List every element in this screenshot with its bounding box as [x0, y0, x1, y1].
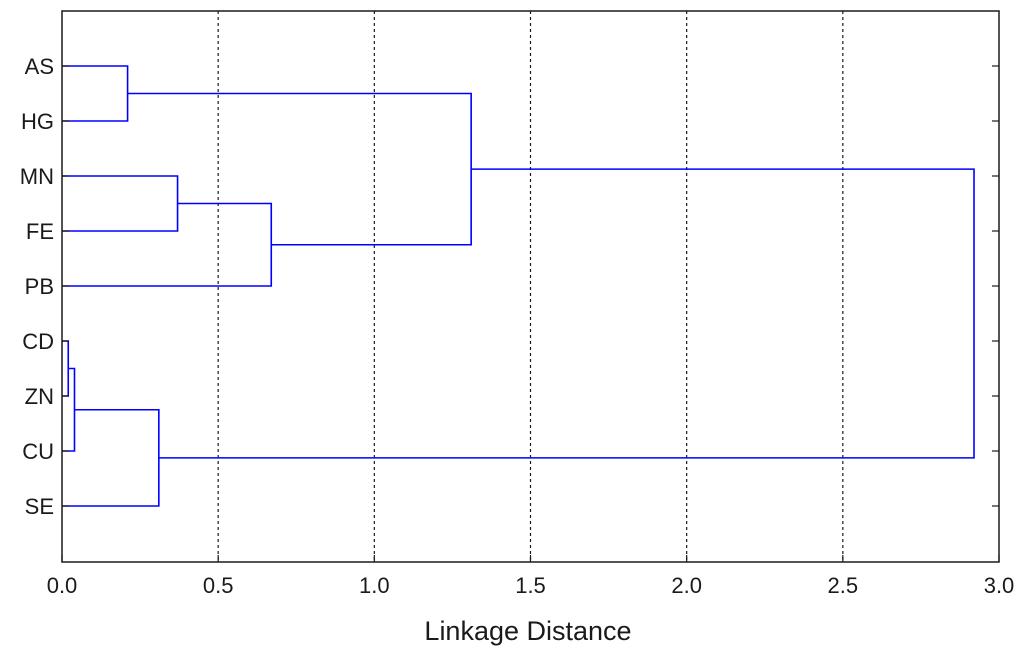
link-cd-zn	[62, 340, 70, 397]
link-mn-fe	[62, 175, 179, 232]
x-tick-label: 0.0	[47, 573, 78, 598]
dendrogram-links	[62, 65, 975, 507]
leaf-label-cu: CU	[22, 439, 54, 464]
leaf-labels: AS HG MN FE PB CD ZN CU SE	[20, 54, 54, 519]
grid-lines	[217, 11, 844, 562]
link-cd-zn-cu-se	[62, 408, 160, 507]
link-as-hg-mn-fe-pb	[127, 92, 472, 246]
x-tick-label: 3.0	[984, 573, 1015, 598]
axis-ticks: 0.0 0.5 1.0 1.5 2.0 2.5 3.0	[47, 65, 1015, 598]
leaf-label-zn: ZN	[25, 384, 54, 409]
leaf-label-hg: HG	[21, 109, 54, 134]
leaf-label-fe: FE	[26, 219, 54, 244]
link-as-hg-mn-fe-pb-cd-zn-cu-se	[158, 168, 975, 459]
x-tick-label: 0.5	[203, 573, 234, 598]
leaf-label-as: AS	[25, 54, 54, 79]
x-tick-label: 1.0	[359, 573, 390, 598]
leaf-label-mn: MN	[20, 164, 54, 189]
x-axis-title: Linkage Distance	[424, 616, 631, 646]
link-as-hg	[62, 65, 129, 122]
leaf-label-cd: CD	[22, 329, 54, 354]
leaf-label-se: SE	[25, 494, 54, 519]
x-tick-label: 1.5	[515, 573, 546, 598]
leaf-label-pb: PB	[25, 274, 54, 299]
x-tick-label: 2.0	[671, 573, 702, 598]
link-mn-fe-pb	[62, 202, 273, 287]
x-tick-label: 2.5	[828, 573, 859, 598]
